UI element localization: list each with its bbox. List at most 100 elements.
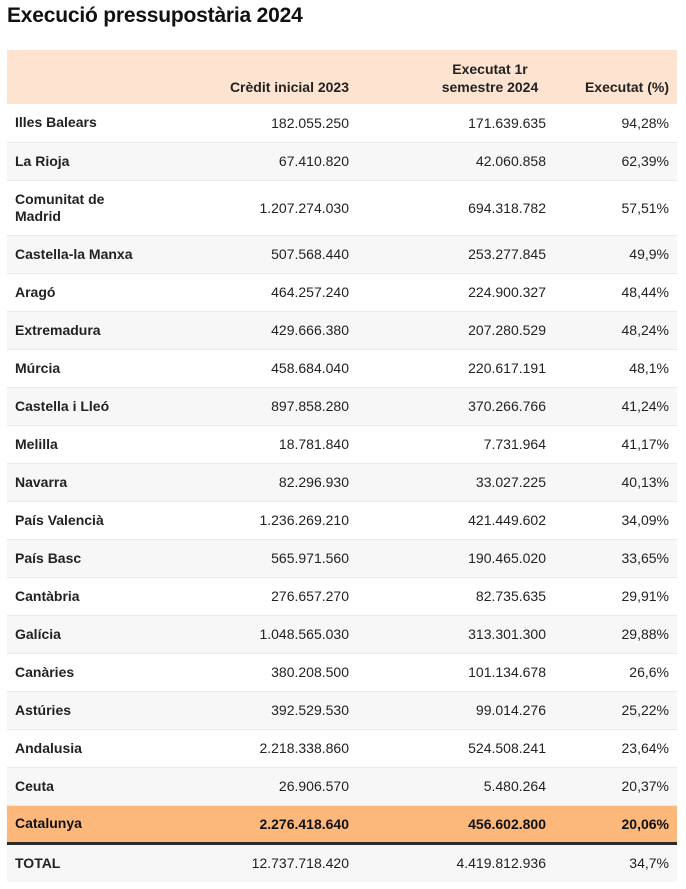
credit-cell: 82.296.930 [278, 474, 349, 490]
region-name: Múrcia [15, 359, 61, 376]
executed-cell: 456.602.800 [468, 815, 546, 832]
executed-cell: 220.617.191 [468, 360, 546, 376]
total-percent: 34,7% [629, 855, 669, 872]
table-row: Andalusia 2.218.338.860 524.508.241 23,64% [7, 729, 677, 767]
table-row: Illes Balears 182.055.250 171.639.635 94,28… [7, 104, 677, 142]
credit-cell: 565.971.560 [271, 550, 349, 566]
page-title: Execució pressupostària 2024 [7, 4, 303, 27]
percent-cell: 57,51% [621, 199, 669, 216]
executed-cell: 253.277.845 [468, 246, 546, 262]
region-name-text: Comunitat de Madrid [15, 190, 105, 224]
credit-cell: 1.236.269.210 [259, 512, 349, 528]
column-header-executed: Executat 1r semestre 2024 [349, 50, 546, 104]
executed-cell: 99.014.276 [475, 702, 546, 718]
credit-cell: 2.276.418.640 [259, 815, 349, 832]
executed-cell: 7.731.964 [483, 436, 546, 452]
percent-cell: 20,37% [621, 778, 669, 794]
table-row: Castella-la Manxa 507.568.440 253.277.845 4… [7, 235, 677, 273]
credit-cell: 67.410.820 [278, 153, 349, 169]
percent-cell: 20,06% [621, 815, 669, 832]
credit-cell: 507.568.440 [271, 246, 349, 262]
credit-cell: 429.666.380 [271, 322, 349, 338]
executed-cell: 694.318.782 [468, 199, 546, 216]
executed-cell: 524.508.241 [468, 740, 546, 756]
percent-cell: 62,39% [621, 153, 669, 169]
region-name: Canàries [15, 663, 75, 680]
percent-cell: 48,44% [621, 284, 669, 300]
credit-cell: 1.207.274.030 [259, 199, 349, 216]
credit-cell: 458.684.040 [271, 360, 349, 376]
executed-cell: 33.027.225 [475, 474, 546, 490]
table-row: Galícia 1.048.565.030 313.301.300 29,88% [7, 615, 677, 653]
column-header-percent: Executat (%) [584, 79, 669, 95]
region-name: País Valencià [15, 511, 104, 528]
total-row: TOTAL 12.737.718.420 4.419.812.936 34,7% [7, 843, 677, 882]
table-row: Extremadura 429.666.380 207.280.529 48,24% [7, 311, 677, 349]
executed-cell: 5.480.264 [483, 778, 546, 794]
total-credit: 12.737.718.420 [251, 855, 349, 872]
percent-cell: 29,91% [621, 588, 669, 604]
table-row: Múrcia 458.684.040 220.617.191 48,1% [7, 349, 677, 387]
total-executed: 4.419.812.936 [456, 855, 546, 872]
table-row: Navarra 82.296.930 33.027.225 40,13% [7, 463, 677, 501]
percent-cell: 26,6% [629, 664, 669, 680]
executed-cell: 190.465.020 [468, 550, 546, 566]
credit-cell: 182.055.250 [271, 114, 349, 131]
executed-cell: 421.449.602 [468, 512, 546, 528]
credit-cell: 1.048.565.030 [259, 626, 349, 642]
region-name: Castella-la Manxa [15, 245, 133, 262]
credit-cell: 897.858.280 [271, 398, 349, 414]
percent-cell: 23,64% [621, 740, 669, 756]
table-row: País Basc 565.971.560 190.465.020 33,65% [7, 539, 677, 577]
budget-table: Crèdit inicial 2023 Executat 1r semestre… [7, 50, 677, 882]
region-name: Astúries [15, 701, 72, 718]
table-row: Ceuta 26.906.570 5.480.264 20,37% [7, 767, 677, 805]
executed-cell: 171.639.635 [468, 114, 546, 131]
percent-cell: 33,65% [621, 550, 669, 566]
executed-cell: 370.266.766 [468, 398, 546, 414]
percent-cell: 25,22% [621, 702, 669, 718]
credit-cell: 276.657.270 [271, 588, 349, 604]
region-name: Galícia [15, 625, 61, 642]
column-header-name [7, 50, 181, 104]
region-name: Catalunya [15, 815, 82, 831]
executed-cell: 313.301.300 [468, 626, 546, 642]
total-label: TOTAL [15, 854, 61, 871]
executed-cell: 224.900.327 [468, 284, 546, 300]
region-name: La Rioja [15, 152, 70, 169]
table-header-row: Crèdit inicial 2023 Executat 1r semestre… [7, 50, 677, 104]
table-row: Cantàbria 276.657.270 82.735.635 29,91% [7, 577, 677, 615]
table-row: Canàries 380.208.500 101.134.678 26,6% [7, 653, 677, 691]
executed-cell: 42.060.858 [475, 153, 546, 169]
region-name: Ceuta [15, 777, 54, 794]
percent-cell: 48,1% [629, 360, 669, 376]
credit-cell: 26.906.570 [278, 778, 349, 794]
table-row: La Rioja 67.410.820 42.060.858 62,39% [7, 142, 677, 180]
executed-cell: 207.280.529 [468, 322, 546, 338]
percent-cell: 41,17% [621, 436, 669, 452]
percent-cell: 94,28% [621, 114, 669, 131]
table-row-highlight: Catalunya 2.276.418.640 456.602.800 20,06% [7, 805, 677, 843]
percent-cell: 34,09% [621, 512, 669, 528]
executed-cell: 101.134.678 [468, 664, 546, 680]
region-name: Melilla [15, 435, 58, 452]
region-name: Aragó [15, 283, 56, 300]
column-header-executed-text: Executat 1r semestre 2024 [441, 61, 539, 95]
table-row: Melilla 18.781.840 7.731.964 41,17% [7, 425, 677, 463]
percent-cell: 40,13% [621, 474, 669, 490]
region-name: Comunitat de Madrid [7, 180, 181, 235]
percent-cell: 29,88% [621, 626, 669, 642]
region-name: Andalusia [15, 739, 82, 756]
column-header-credit: Crèdit inicial 2023 [229, 79, 349, 95]
credit-cell: 18.781.840 [278, 436, 349, 452]
percent-cell: 49,9% [629, 246, 669, 262]
credit-cell: 392.529.530 [271, 702, 349, 718]
credit-cell: 380.208.500 [271, 664, 349, 680]
credit-cell: 2.218.338.860 [259, 740, 349, 756]
region-name: Castella i Lleó [15, 397, 110, 414]
region-name: Navarra [15, 473, 68, 490]
table-row: Astúries 392.529.530 99.014.276 25,22% [7, 691, 677, 729]
table-row: Castella i Lleó 897.858.280 370.266.766 41,… [7, 387, 677, 425]
region-name: Illes Balears [15, 114, 97, 131]
region-name: Cantàbria [15, 587, 80, 604]
